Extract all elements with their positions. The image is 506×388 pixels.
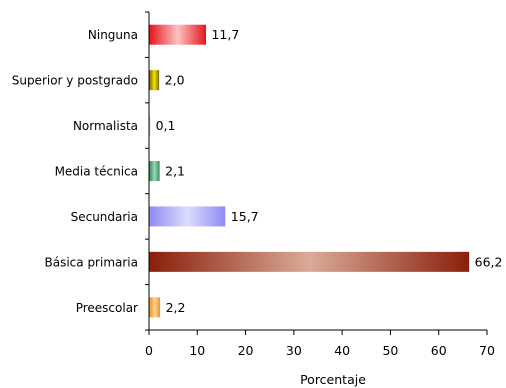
x-tick-label-40: 40 [334, 343, 350, 358]
value-label-preescolar: 2,2 [166, 300, 186, 315]
category-label-superior-y-postgrado: Superior y postgrado [12, 74, 138, 88]
value-label-superior-y-postgrado: 2,0 [165, 73, 185, 88]
category-label-secundaria: Secundaria [71, 210, 138, 224]
x-tick-label-30: 30 [286, 343, 302, 358]
category-label-basica-primaria: Básica primaria [45, 255, 139, 269]
bar-superior-y-postgrado [149, 70, 160, 91]
x-tick-label-60: 60 [431, 343, 447, 358]
category-label-ninguna: Ninguna [88, 28, 138, 42]
bar-preescolar [149, 297, 161, 318]
x-tick-label-50: 50 [382, 343, 398, 358]
x-tick-label-70: 70 [479, 343, 495, 358]
bars [149, 24, 470, 318]
bar-normalista [149, 115, 151, 136]
value-label-media-tecnica: 2,1 [165, 164, 185, 179]
x-tick-label-10: 10 [189, 343, 205, 358]
x-tick-label-0: 0 [145, 343, 153, 358]
bar-secundaria [149, 206, 226, 227]
x-axis-ticks: 0 10 20 30 40 50 60 70 [145, 330, 495, 358]
x-axis-title: Porcentaje [300, 372, 366, 387]
value-label-ninguna: 11,7 [211, 27, 239, 42]
bar-basica-primaria [149, 251, 470, 272]
bar-media-tecnica [149, 161, 160, 181]
category-labels: Ninguna Superior y postgrado Normalista Med… [12, 28, 138, 315]
y-axis-ticks [145, 11, 149, 331]
value-label-normalista: 0,1 [156, 118, 176, 133]
category-label-normalista: Normalista [73, 119, 138, 133]
value-labels: 11,7 2,0 0,1 2,1 15,7 66,2 2,2 [156, 27, 503, 315]
category-label-preescolar: Preescolar [76, 301, 138, 315]
value-label-secundaria: 15,7 [231, 209, 259, 224]
value-label-basica-primaria: 66,2 [475, 254, 503, 269]
x-tick-label-20: 20 [238, 343, 254, 358]
bar-ninguna [149, 24, 206, 45]
category-label-media-tecnica: Media técnica [55, 165, 138, 179]
